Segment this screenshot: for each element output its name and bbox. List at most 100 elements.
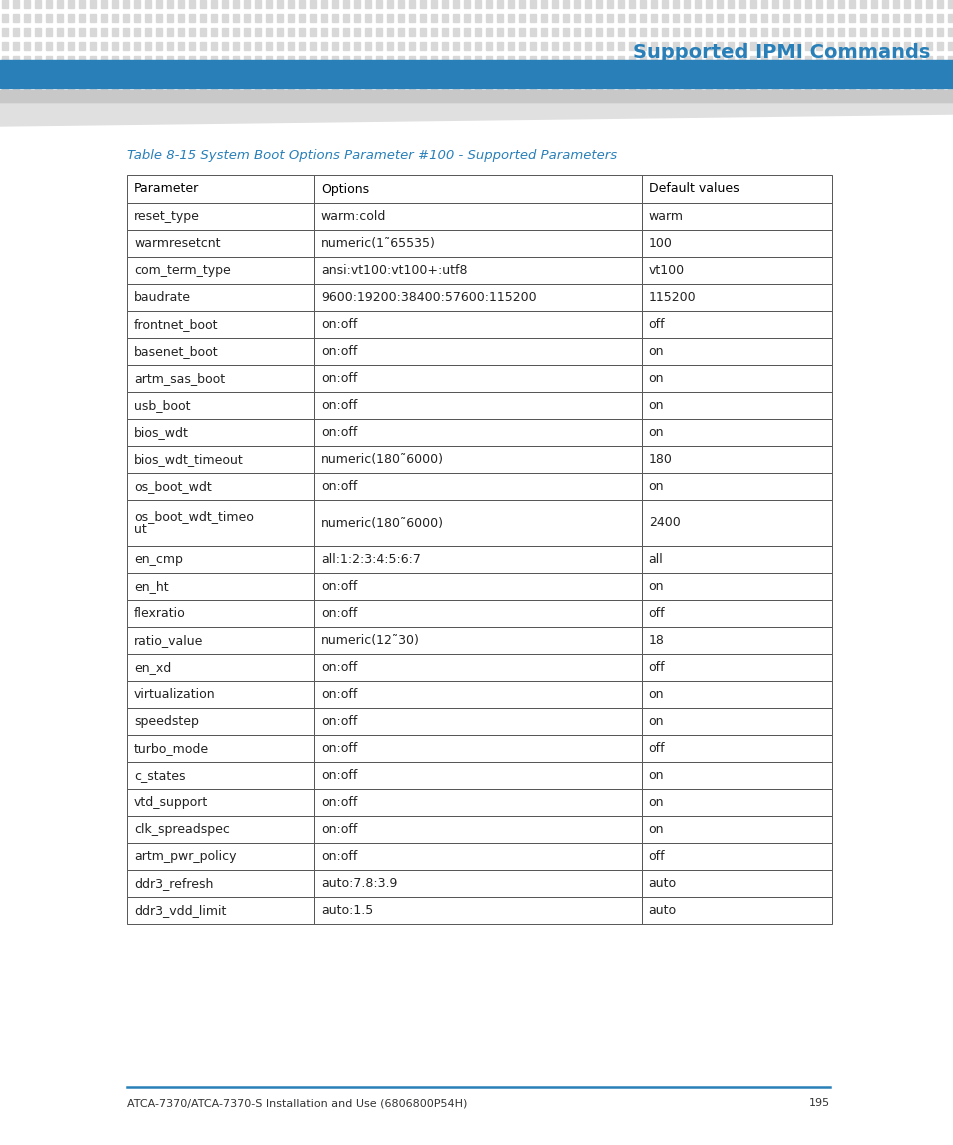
Bar xyxy=(276,56,283,64)
Bar xyxy=(178,42,184,50)
Text: on: on xyxy=(648,769,663,782)
Bar xyxy=(79,56,85,64)
Bar xyxy=(870,14,876,22)
Bar xyxy=(749,70,755,78)
Bar xyxy=(365,14,371,22)
Bar xyxy=(628,42,635,50)
Bar xyxy=(46,42,52,50)
Bar xyxy=(903,84,909,92)
Bar xyxy=(463,84,470,92)
Text: auto: auto xyxy=(648,877,676,890)
Text: ATCA-7370/ATCA-7370-S Installation and Use (6806800P54H): ATCA-7370/ATCA-7370-S Installation and U… xyxy=(127,1098,467,1108)
Text: on:off: on:off xyxy=(320,426,356,439)
Bar xyxy=(127,419,314,447)
Bar xyxy=(127,789,314,816)
Bar xyxy=(112,14,118,22)
Bar xyxy=(298,0,305,8)
Bar xyxy=(332,0,337,8)
Bar xyxy=(127,203,314,230)
Bar xyxy=(782,70,788,78)
Bar xyxy=(739,27,744,35)
Bar xyxy=(804,27,810,35)
Bar xyxy=(387,27,393,35)
Bar xyxy=(695,56,700,64)
Bar xyxy=(13,42,19,50)
Bar xyxy=(596,27,601,35)
Bar xyxy=(244,84,250,92)
Bar xyxy=(57,0,63,8)
Text: on: on xyxy=(648,714,663,728)
Bar xyxy=(288,14,294,22)
Bar xyxy=(431,70,436,78)
Bar xyxy=(618,27,623,35)
Bar xyxy=(13,84,19,92)
Bar xyxy=(815,84,821,92)
Bar xyxy=(343,84,349,92)
Bar xyxy=(365,70,371,78)
Bar xyxy=(485,14,492,22)
Bar xyxy=(320,56,327,64)
Text: reset_type: reset_type xyxy=(133,210,200,223)
Bar xyxy=(200,27,206,35)
Bar xyxy=(485,0,492,8)
Bar xyxy=(848,56,854,64)
Bar xyxy=(310,14,315,22)
Text: 9600:19200:38400:57600:115200: 9600:19200:38400:57600:115200 xyxy=(320,291,536,305)
Text: auto: auto xyxy=(648,905,676,917)
Bar xyxy=(2,70,8,78)
Text: ut: ut xyxy=(133,523,147,536)
Bar xyxy=(717,56,722,64)
Bar xyxy=(112,70,118,78)
Bar xyxy=(925,56,931,64)
Bar xyxy=(793,84,800,92)
Text: warmresetcnt: warmresetcnt xyxy=(133,237,220,250)
Bar xyxy=(641,735,831,763)
Bar xyxy=(859,56,865,64)
Bar xyxy=(46,27,52,35)
Bar xyxy=(540,27,546,35)
Bar xyxy=(156,14,162,22)
Text: on:off: on:off xyxy=(320,742,356,755)
Bar xyxy=(123,27,129,35)
Bar xyxy=(189,84,194,92)
Bar xyxy=(90,84,96,92)
Bar xyxy=(244,56,250,64)
Bar xyxy=(793,27,800,35)
Bar xyxy=(298,42,305,50)
Bar xyxy=(936,42,942,50)
Bar xyxy=(641,392,831,419)
Bar xyxy=(650,56,657,64)
Bar xyxy=(463,42,470,50)
Bar xyxy=(760,14,766,22)
Text: off: off xyxy=(648,607,664,619)
Text: on:off: on:off xyxy=(320,769,356,782)
Bar xyxy=(771,70,778,78)
Bar xyxy=(13,0,19,8)
Text: basenet_boot: basenet_boot xyxy=(133,345,218,358)
Text: baudrate: baudrate xyxy=(133,291,191,305)
Bar xyxy=(641,870,831,897)
Bar xyxy=(189,27,194,35)
Bar xyxy=(641,627,831,654)
Bar xyxy=(419,70,426,78)
Bar xyxy=(705,0,711,8)
Bar xyxy=(641,230,831,256)
Bar xyxy=(101,56,107,64)
Bar xyxy=(200,0,206,8)
Text: on: on xyxy=(648,480,663,493)
Bar xyxy=(123,70,129,78)
Bar xyxy=(596,70,601,78)
Bar xyxy=(914,84,920,92)
Bar xyxy=(68,14,74,22)
Bar xyxy=(288,84,294,92)
Bar xyxy=(127,870,314,897)
Bar xyxy=(892,14,898,22)
Bar xyxy=(90,56,96,64)
Bar xyxy=(804,84,810,92)
Bar xyxy=(343,0,349,8)
Bar xyxy=(276,42,283,50)
Bar xyxy=(641,473,831,500)
Bar xyxy=(641,175,831,203)
Bar xyxy=(68,56,74,64)
Bar xyxy=(507,56,514,64)
